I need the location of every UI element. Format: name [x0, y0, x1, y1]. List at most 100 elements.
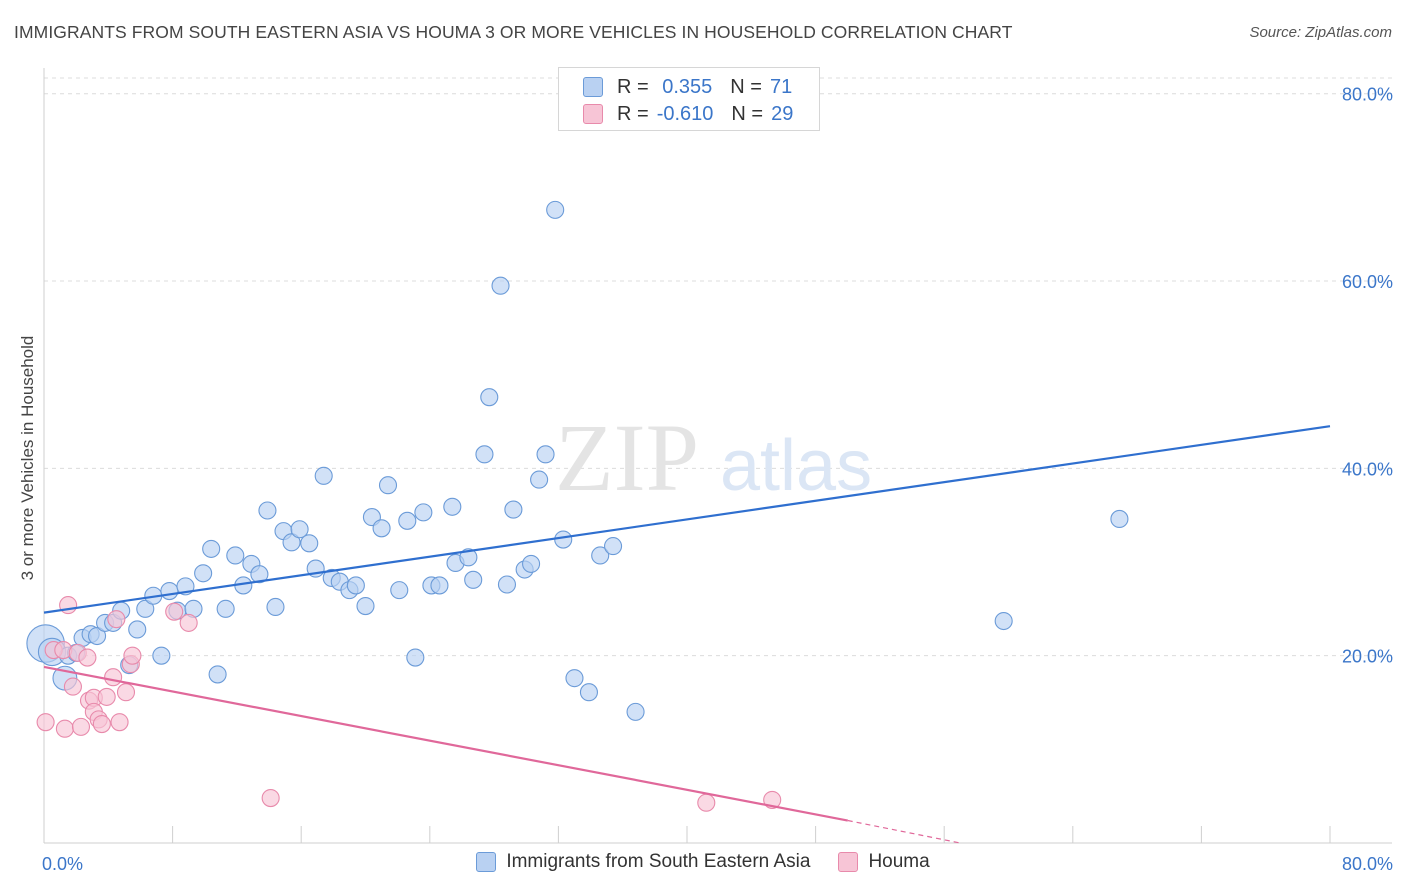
point-immigrants	[208, 665, 227, 684]
point-immigrants	[414, 503, 433, 522]
y-tick-label: 20.0%	[1342, 647, 1393, 667]
legend-r-label: R =	[617, 75, 649, 98]
point-houma	[63, 677, 82, 696]
trend-line-houma	[43, 665, 848, 822]
point-houma	[165, 602, 184, 621]
point-houma	[97, 687, 116, 706]
legend-item-houma[interactable]: Houma	[838, 851, 930, 873]
point-immigrants	[497, 575, 517, 594]
legend-row-pink: R = -0.610 N = 29	[583, 100, 793, 128]
legend-row-blue: R = 0.355 N = 71	[583, 73, 792, 101]
point-immigrants	[536, 445, 555, 464]
point-houma	[92, 715, 111, 734]
point-immigrants	[258, 501, 277, 520]
watermark: ZIP atlas	[555, 404, 872, 511]
point-immigrants	[202, 539, 221, 558]
point-immigrants	[216, 599, 235, 618]
legend-swatch-pink	[583, 104, 603, 124]
point-immigrants	[464, 570, 483, 589]
point-immigrants	[591, 546, 610, 565]
legend-label-houma: Houma	[868, 851, 930, 872]
point-immigrants	[504, 500, 523, 519]
point-immigrants	[87, 626, 107, 646]
point-immigrants	[152, 646, 171, 665]
legend-n-label: N =	[731, 102, 764, 125]
legend-r-label: R =	[617, 102, 649, 125]
point-houma	[123, 646, 142, 665]
legend-label-immigrants: Immigrants from South Eastern Asia	[506, 851, 811, 872]
point-immigrants	[136, 599, 155, 618]
point-houma	[697, 793, 716, 812]
point-immigrants	[398, 511, 417, 530]
legend-r-value: -0.610	[656, 102, 714, 125]
point-immigrants	[314, 466, 333, 485]
data-points	[26, 200, 1129, 812]
point-immigrants	[443, 497, 462, 516]
x-tick-label: 0.0%	[42, 854, 83, 874]
series-legend: Immigrants from South Eastern Asia Houma	[0, 851, 1406, 873]
point-immigrants	[160, 582, 179, 601]
point-immigrants	[250, 565, 269, 584]
point-immigrants	[546, 200, 565, 219]
x-tick-label: 80.0%	[1342, 854, 1393, 874]
point-immigrants	[604, 537, 623, 556]
y-tick-label: 40.0%	[1342, 459, 1393, 479]
point-immigrants	[378, 476, 398, 495]
legend-n-value: 71	[769, 75, 793, 98]
legend-n-value: 29	[771, 102, 794, 125]
tick-labels: 20.0% 40.0% 60.0% 80.0% 0.0% 80.0%	[42, 85, 1393, 874]
point-houma	[36, 713, 55, 732]
legend-n-label: N =	[730, 75, 762, 98]
point-houma	[78, 648, 97, 667]
point-houma	[261, 788, 280, 808]
point-houma	[107, 610, 126, 629]
point-immigrants	[300, 534, 319, 553]
legend-swatch-blue	[583, 77, 603, 97]
point-immigrants	[530, 470, 549, 489]
point-immigrants	[356, 596, 375, 616]
point-immigrants	[554, 530, 573, 549]
point-immigrants	[579, 683, 598, 702]
point-houma	[110, 713, 129, 732]
y-tick-label: 80.0%	[1342, 85, 1393, 105]
point-immigrants	[475, 445, 494, 464]
point-immigrants	[626, 702, 645, 721]
point-immigrants	[226, 546, 245, 565]
point-immigrants	[565, 669, 584, 688]
trend-line-houma-extension	[847, 819, 961, 844]
point-immigrants	[994, 611, 1013, 631]
watermark-atlas: atlas	[720, 426, 872, 506]
point-immigrants	[1110, 509, 1129, 528]
point-immigrants	[480, 388, 499, 407]
point-houma	[179, 613, 198, 632]
point-immigrants	[459, 548, 478, 567]
chart-title: IMMIGRANTS FROM SOUTH EASTERN ASIA VS HO…	[14, 22, 1013, 42]
point-immigrants	[128, 620, 147, 639]
point-immigrants	[491, 276, 510, 295]
point-immigrants	[266, 597, 285, 617]
stats-legend: R = 0.355 N = 71 R = -0.610 N = 29	[558, 67, 820, 131]
point-immigrants	[430, 576, 449, 595]
point-houma	[104, 668, 123, 687]
point-houma	[116, 683, 136, 702]
point-houma	[55, 719, 74, 738]
point-immigrants	[282, 533, 301, 552]
axes	[43, 68, 1392, 844]
point-immigrants	[372, 519, 391, 538]
point-immigrants	[390, 581, 409, 600]
source-label: Source: ZipAtlas.com	[1249, 24, 1392, 41]
point-immigrants	[194, 564, 213, 583]
legend-swatch-blue	[476, 852, 497, 872]
point-immigrants	[290, 520, 309, 539]
y-tick-label: 60.0%	[1342, 272, 1393, 292]
point-houma	[71, 717, 91, 736]
trend-lines	[43, 425, 1331, 844]
legend-swatch-pink	[838, 852, 859, 872]
legend-item-immigrants[interactable]: Immigrants from South Eastern Asia	[476, 851, 810, 873]
point-immigrants	[406, 648, 425, 667]
legend-r-value: 0.355	[656, 75, 713, 98]
point-immigrants	[522, 554, 541, 573]
watermark-zip: ZIP	[555, 404, 699, 511]
trend-line-immigrants	[43, 425, 1331, 614]
